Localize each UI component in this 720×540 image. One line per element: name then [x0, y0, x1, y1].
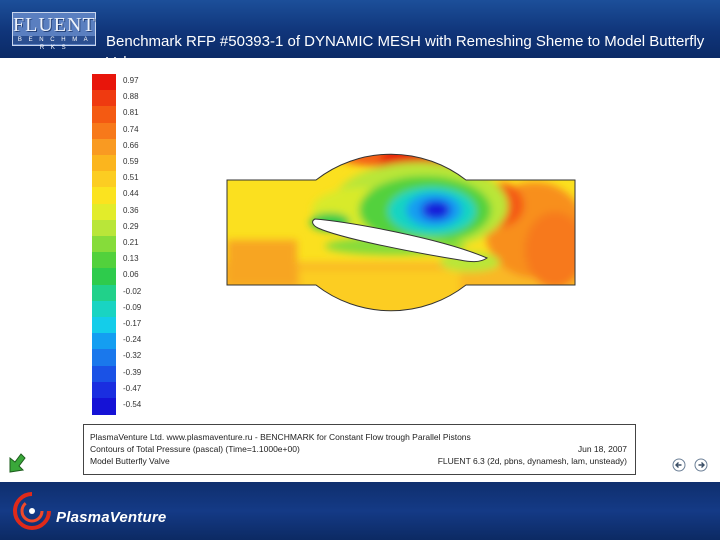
- colorbar-label: -0.39: [123, 367, 142, 377]
- colorbar-swatch: [92, 300, 116, 318]
- colorbar-swatch: [92, 74, 116, 91]
- colorbar-label: 0.51: [123, 173, 139, 183]
- fluent-logo: FLUENT B E N C H M A R K S: [12, 12, 96, 51]
- valve-disk: [312, 218, 489, 263]
- colorbar-label: 0.88: [123, 92, 139, 102]
- colorbar-label: 0.74: [123, 124, 139, 134]
- info-line-3: Model Butterfly Valve: [90, 456, 170, 466]
- colorbar-label: 0.81: [123, 108, 139, 118]
- colorbar-swatch: [92, 381, 116, 399]
- colorbar-swatch: [92, 90, 116, 107]
- colorbar-label: -0.17: [123, 319, 142, 328]
- colorbar-label: -0.24: [123, 335, 142, 345]
- colorbar-swatch: [92, 284, 116, 302]
- colorbar-swatch: [92, 187, 116, 205]
- colorbar-label: 0.36: [123, 205, 139, 215]
- colorbar-label: 0.06: [123, 270, 139, 280]
- colorbar-swatch: [92, 155, 116, 172]
- colorbar-swatch: [92, 333, 116, 350]
- slide-footer: PlasmaVenture: [0, 482, 720, 540]
- colorbar-swatch: [92, 317, 116, 334]
- colorbar-swatch: [92, 236, 116, 253]
- info-line-1: PlasmaVenture Ltd. www.plasmaventure.ru …: [90, 432, 471, 442]
- colorbar-swatch: [92, 219, 116, 237]
- pressure-contour-figure: [226, 153, 576, 312]
- colorbar-label: -0.54: [123, 400, 142, 409]
- colorbar-label: 0.59: [123, 157, 139, 166]
- colorbar-swatch: [92, 171, 116, 188]
- colorbar-swatch: [92, 252, 116, 269]
- brand-name: PlasmaVenture: [56, 509, 167, 526]
- colorbar-swatch: [92, 106, 116, 124]
- info-date: Jun 18, 2007: [577, 444, 627, 454]
- info-line-2: Contours of Total Pressure (pascal) (Tim…: [90, 444, 300, 454]
- colorbar-label: -0.09: [123, 302, 142, 312]
- colorbar-label: 0.66: [123, 140, 139, 150]
- info-version: FLUENT 6.3 (2d, pbns, dynamesh, lam, uns…: [437, 456, 627, 466]
- colorbar-swatch: [92, 349, 116, 367]
- slide-header: FLUENT B E N C H M A R K S: [0, 0, 720, 58]
- next-slide-icon[interactable]: [694, 458, 708, 472]
- plasma-swirl-icon: [13, 492, 51, 530]
- fluent-logo-text: FLUENT: [13, 14, 96, 36]
- fluent-logo-subtext: B E N C H M A R K S: [13, 36, 95, 51]
- colorbar-label: 0.97: [123, 76, 139, 85]
- colorbar-swatch: [92, 365, 116, 383]
- colorbar-swatch: [92, 268, 116, 286]
- domain-outline: [226, 153, 576, 312]
- colorbar-swatch: [92, 122, 116, 140]
- colorbar-label: 0.21: [123, 238, 139, 247]
- colorbar-label: -0.32: [123, 351, 142, 361]
- colorbar-label: 0.44: [123, 189, 139, 199]
- green-arrow-icon[interactable]: [8, 452, 26, 474]
- colorbar-label: -0.47: [123, 383, 142, 393]
- colorbar-label: 0.29: [123, 221, 139, 231]
- previous-slide-icon[interactable]: [672, 458, 686, 472]
- slide-title: Benchmark RFP #50393-1 of DYNAMIC MESH w…: [106, 33, 705, 71]
- colorbar-swatch: [92, 203, 116, 221]
- colorbar-swatch: [92, 398, 116, 415]
- colorbar-label: -0.02: [123, 286, 142, 296]
- plot-info-box: PlasmaVenture Ltd. www.plasmaventure.ru …: [83, 424, 636, 475]
- colorbar-label: 0.13: [123, 254, 139, 264]
- colorbar-swatch: [92, 138, 116, 156]
